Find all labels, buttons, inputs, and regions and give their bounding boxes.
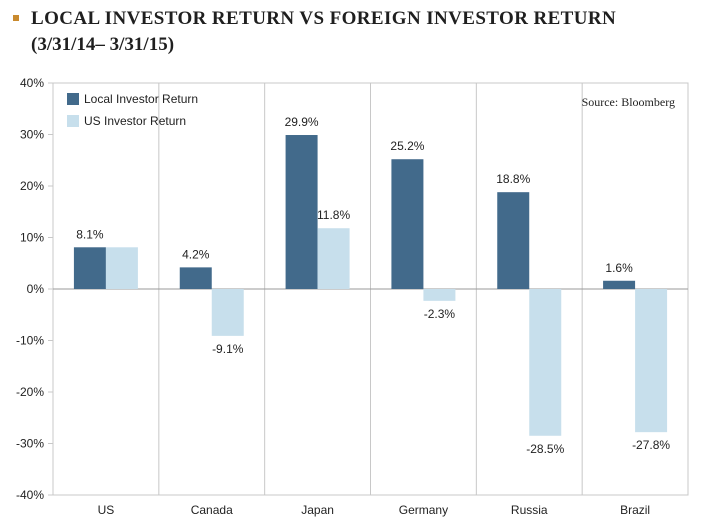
chart-header: LOCAL INVESTOR RETURN VS FOREIGN INVESTO… (0, 0, 706, 70)
legend-swatch (67, 115, 79, 127)
y-tick-label: -30% (16, 437, 44, 451)
y-tick-label: 20% (20, 179, 44, 193)
data-label: 1.6% (605, 261, 633, 275)
y-tick-label: -20% (16, 385, 44, 399)
grid-lines (52, 82, 689, 496)
data-label: 8.1% (76, 227, 104, 241)
data-label: 25.2% (390, 139, 424, 153)
x-tick-label: Germany (399, 503, 448, 517)
bar-local-canada (179, 267, 212, 289)
data-label: -28.5% (526, 442, 564, 456)
data-label: 29.9% (285, 115, 319, 129)
bar-local-japan (285, 135, 318, 289)
data-label: -9.1% (212, 342, 244, 356)
chart-subtitle: (3/31/14– 3/31/15) (31, 34, 175, 55)
legend-label: US Investor Return (84, 114, 186, 128)
data-labels: 8.1% 4.2% -9.1% 29.9% 11.8% 25.2% -2.3% 18.8% -2… (76, 115, 670, 456)
bar-local-germany (391, 159, 424, 289)
data-label: -2.3% (424, 307, 456, 321)
bar-us-germany (423, 289, 456, 301)
x-tick-label: Canada (191, 503, 233, 517)
title-bullet (13, 15, 19, 21)
x-tick-label: US (98, 503, 115, 517)
chart-title: LOCAL INVESTOR RETURN VS FOREIGN INVESTO… (31, 8, 617, 29)
data-label: 4.2% (182, 247, 210, 261)
bar-local-brazil (603, 280, 636, 289)
legend: Local Investor Return US Investor Return (67, 92, 198, 128)
source-annotation: Source: Bloomberg (582, 95, 675, 109)
bar-local-russia (497, 192, 530, 289)
bars (73, 135, 668, 436)
bar-us-us (105, 247, 138, 289)
data-label: 18.8% (496, 172, 530, 186)
data-label: 11.8% (317, 208, 350, 222)
y-tick-label: 30% (20, 128, 44, 142)
legend-swatch (67, 93, 79, 105)
x-tick-label: Russia (511, 503, 548, 517)
data-label: -27.8% (632, 438, 670, 452)
y-tick-label: -40% (16, 488, 44, 502)
x-axis-ticks: US Canada Japan Germany Russia Brazil (98, 503, 651, 517)
bar-us-russia (529, 289, 562, 436)
y-tick-label: -10% (16, 334, 44, 348)
y-tick-label: 40% (20, 76, 44, 90)
y-axis-ticks: 40% 30% 20% 10% 0% -10% -20% -30% -40% (16, 76, 53, 502)
bar-us-japan (317, 228, 350, 289)
x-tick-label: Brazil (620, 503, 650, 517)
bar-us-brazil (635, 289, 668, 433)
y-tick-label: 10% (20, 231, 44, 245)
x-tick-label: Japan (301, 503, 334, 517)
bar-local-us (73, 247, 106, 289)
legend-label: Local Investor Return (84, 92, 198, 106)
bar-us-canada (211, 289, 244, 336)
y-tick-label: 0% (27, 282, 45, 296)
